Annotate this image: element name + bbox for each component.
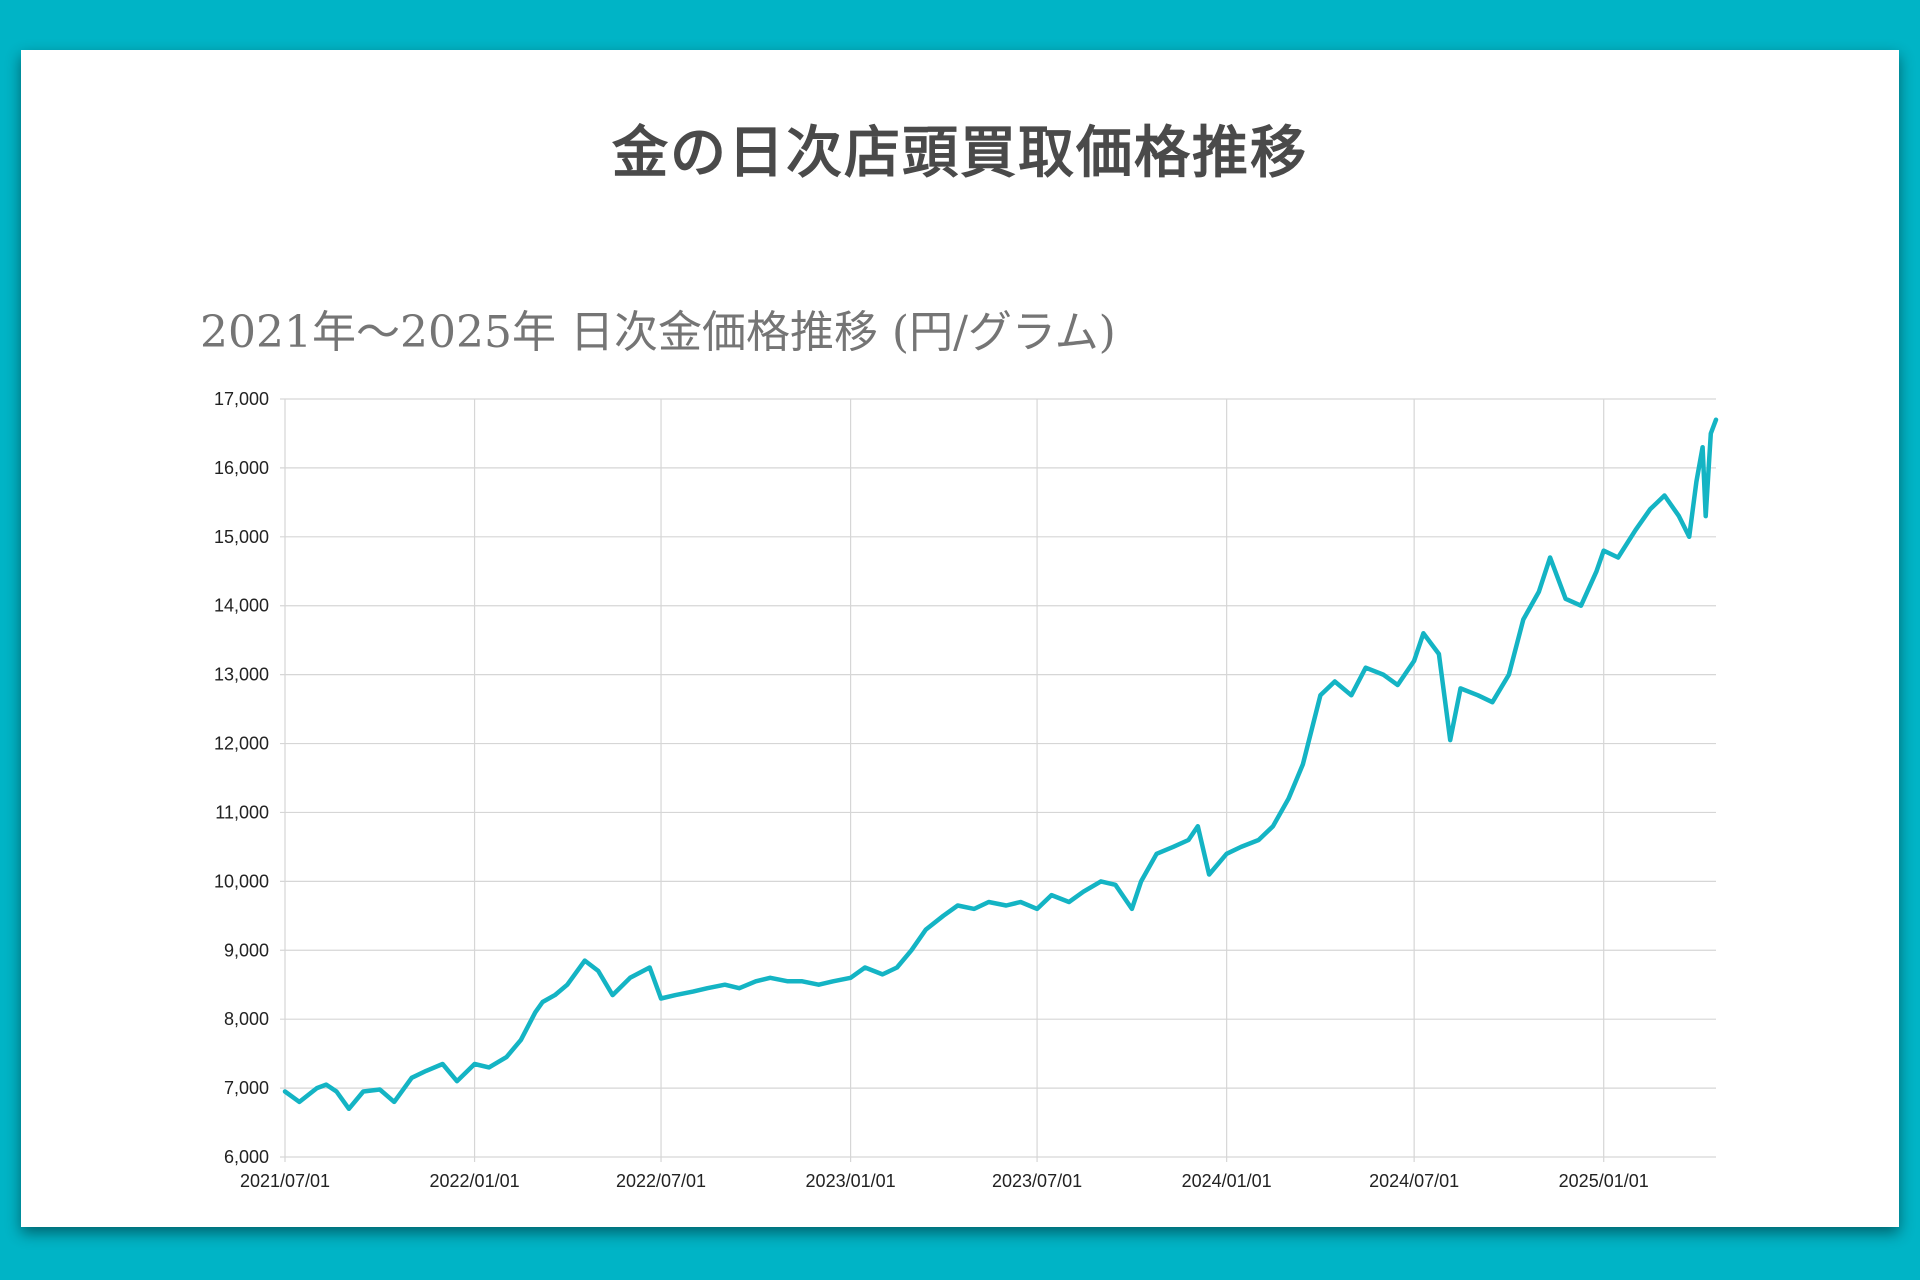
y-tick-label: 14,000	[214, 596, 269, 616]
x-tick-label: 2024/01/01	[1182, 1171, 1272, 1191]
chart-card	[21, 50, 1899, 1227]
x-tick-label: 2024/07/01	[1369, 1171, 1459, 1191]
y-tick-label: 11,000	[215, 802, 269, 822]
y-tick-label: 9,000	[224, 940, 269, 960]
x-tick-label: 2023/07/01	[992, 1171, 1082, 1191]
y-tick-label: 8,000	[224, 1009, 269, 1029]
y-axis-tick-labels: 6,000 7,000 8,000 9,000 10,000 11,000 12,000 13…	[214, 389, 269, 1167]
x-gridlines	[284, 399, 1605, 1162]
price-series-line	[282, 417, 1719, 1112]
x-axis-tick-labels: 2021/07/01 2022/01/01 2022/07/01 2023/01/01…	[240, 1171, 1649, 1191]
y-tick-label: 12,000	[214, 734, 269, 754]
y-tick-label: 7,000	[224, 1078, 269, 1098]
chart-title: 2021年～2025年 日次金価格推移 (円/グラム)	[200, 307, 1116, 358]
series-group	[282, 417, 1719, 1112]
x-tick-label: 2022/07/01	[616, 1171, 706, 1191]
x-tick-label: 2023/01/01	[806, 1171, 896, 1191]
x-tick-label: 2025/01/01	[1559, 1171, 1649, 1191]
y-gridlines	[280, 398, 1716, 1158]
y-tick-label: 17,000	[214, 389, 269, 409]
y-tick-label: 15,000	[214, 527, 269, 547]
y-tick-label: 16,000	[214, 458, 269, 478]
y-tick-label: 13,000	[214, 665, 269, 685]
y-tick-label: 6,000	[224, 1147, 269, 1167]
page-heading: 金の日次店頭買取価格推移	[612, 121, 1308, 186]
x-tick-label: 2021/07/01	[240, 1171, 330, 1191]
x-tick-label: 2022/01/01	[430, 1171, 520, 1191]
y-tick-label: 10,000	[214, 871, 269, 891]
